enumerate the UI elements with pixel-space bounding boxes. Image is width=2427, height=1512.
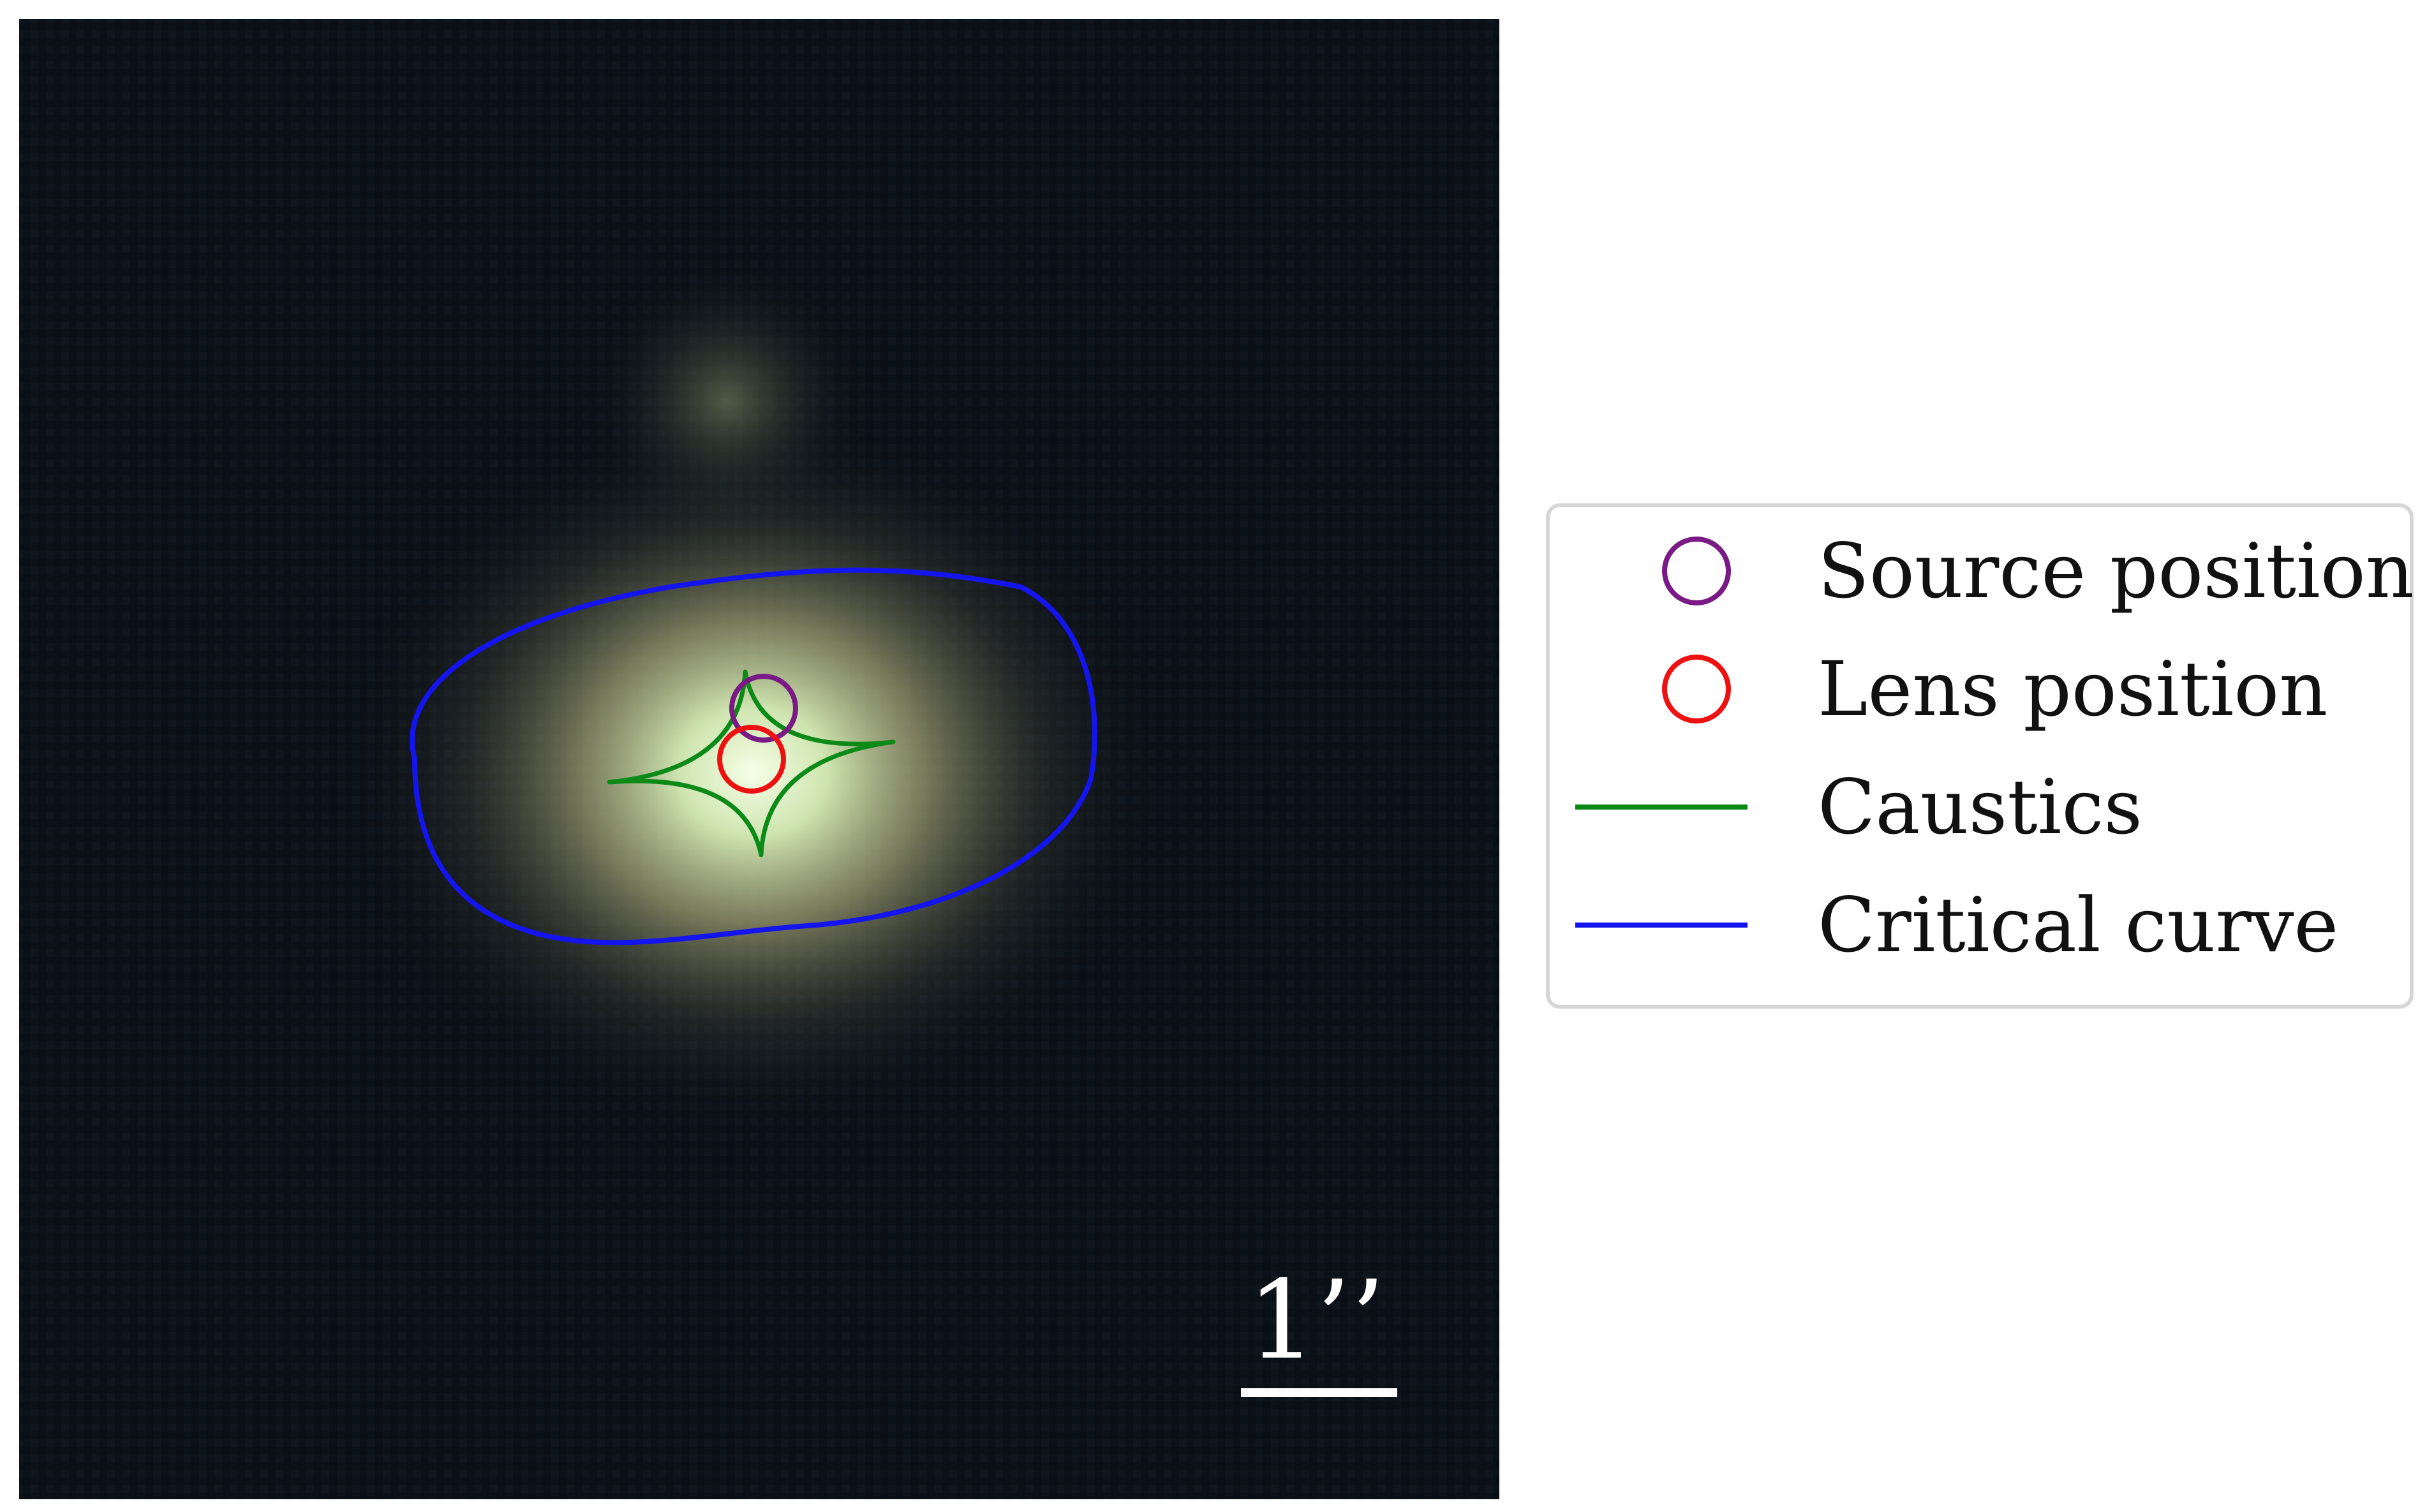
legend-item-caustics: Caustics (1550, 750, 2410, 864)
lens-galaxy-light (345, 415, 1161, 1129)
legend-label: Critical curve (1818, 881, 2339, 969)
legend-item-lens: Lens position (1550, 632, 2410, 746)
lens-position-marker (717, 725, 786, 794)
legend-item-critical-curve: Critical curve (1550, 868, 2410, 982)
legend-label: Source position (1818, 527, 2414, 615)
legend-circle-icon (1662, 655, 1731, 723)
legend-circle-icon (1662, 537, 1731, 605)
legend: Source position Lens position Caustics C… (1546, 503, 2414, 1009)
legend-line-icon (1575, 804, 1748, 810)
legend-label: Lens position (1818, 645, 2328, 733)
source-position-marker (729, 674, 798, 743)
caustics (607, 669, 896, 857)
legend-item-source: Source position (1550, 514, 2414, 628)
legend-label: Caustics (1818, 763, 2142, 851)
critical-curve (410, 567, 1097, 945)
legend-line-icon (1575, 923, 1748, 928)
scale-bar-label: 1’’ (1247, 1257, 1386, 1384)
